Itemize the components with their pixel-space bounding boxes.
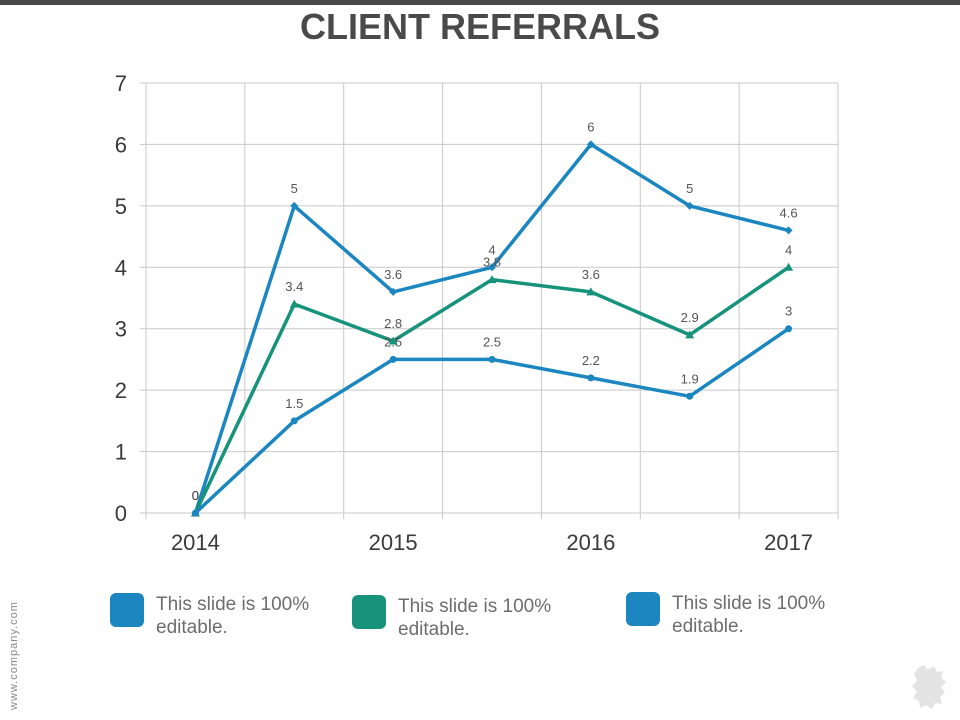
data-point	[289, 299, 299, 308]
x-tick-label: 2015	[369, 530, 418, 555]
data-label: 1.9	[681, 371, 699, 386]
x-tick-label: 2014	[171, 530, 220, 555]
legend-text-2: This slide is 100% editable.	[398, 596, 552, 640]
data-point	[784, 226, 793, 235]
data-point	[389, 355, 397, 363]
data-point	[586, 287, 596, 296]
y-tick-label: 1	[115, 440, 127, 465]
legend-item-3: This slide is 100% editable.	[626, 592, 852, 638]
data-point	[488, 263, 496, 272]
data-label: 2.5	[384, 334, 402, 349]
data-point	[290, 201, 299, 210]
data-point	[191, 509, 199, 517]
y-tick-label: 5	[115, 194, 127, 219]
data-label: 3.6	[384, 267, 402, 282]
legend-text-1: This slide is 100% editable.	[156, 594, 310, 638]
website-url: www.company.com	[8, 601, 20, 710]
data-point	[686, 392, 694, 400]
data-label: 3.4	[285, 279, 303, 294]
data-point	[685, 330, 695, 339]
legend-text-3: This slide is 100% editable.	[672, 593, 826, 637]
legend-swatch-3	[626, 592, 660, 626]
data-point	[487, 275, 497, 284]
data-label: 4	[785, 242, 792, 257]
y-tick-label: 0	[115, 501, 127, 526]
y-tick-label: 7	[115, 71, 127, 96]
data-point	[785, 325, 793, 333]
data-point	[488, 355, 496, 363]
data-label: 6	[587, 119, 594, 134]
legend-swatch-2	[352, 595, 386, 629]
data-label: 1.5	[285, 396, 303, 411]
data-label: 3.8	[483, 255, 501, 270]
data-point	[388, 336, 398, 345]
data-label: 0	[192, 488, 199, 503]
data-label: 2.5	[483, 334, 501, 349]
data-label: 2.9	[681, 310, 699, 325]
y-tick-label: 6	[115, 132, 127, 157]
data-label: 0	[192, 488, 199, 503]
data-point	[586, 140, 595, 149]
x-tick-label: 2017	[764, 530, 813, 555]
data-point	[784, 262, 794, 271]
data-label: 3	[785, 304, 792, 319]
legend-swatch-1	[110, 593, 144, 627]
data-point	[290, 417, 298, 425]
data-label: 2.8	[384, 316, 402, 331]
data-label: 5	[686, 181, 693, 196]
y-tick-label: 2	[115, 378, 127, 403]
data-point	[389, 287, 398, 296]
y-tick-label: 4	[115, 255, 127, 280]
data-label: 2.2	[582, 353, 600, 368]
data-label: 4	[488, 242, 495, 257]
data-label: 5	[291, 181, 298, 196]
top-bar	[0, 0, 960, 5]
legend-item-2: This slide is 100% editable.	[352, 595, 578, 641]
data-label: 3.6	[582, 267, 600, 282]
data-point	[587, 374, 595, 382]
data-label: 4.6	[780, 205, 798, 220]
data-point	[685, 201, 694, 210]
y-tick-label: 3	[115, 317, 127, 342]
data-label: 0	[192, 488, 199, 503]
brush-splash-logo-icon	[912, 665, 946, 709]
legend-item-1: This slide is 100% editable.	[110, 593, 336, 639]
x-tick-label: 2016	[566, 530, 615, 555]
slide-title: CLIENT REFERRALS	[300, 6, 660, 47]
